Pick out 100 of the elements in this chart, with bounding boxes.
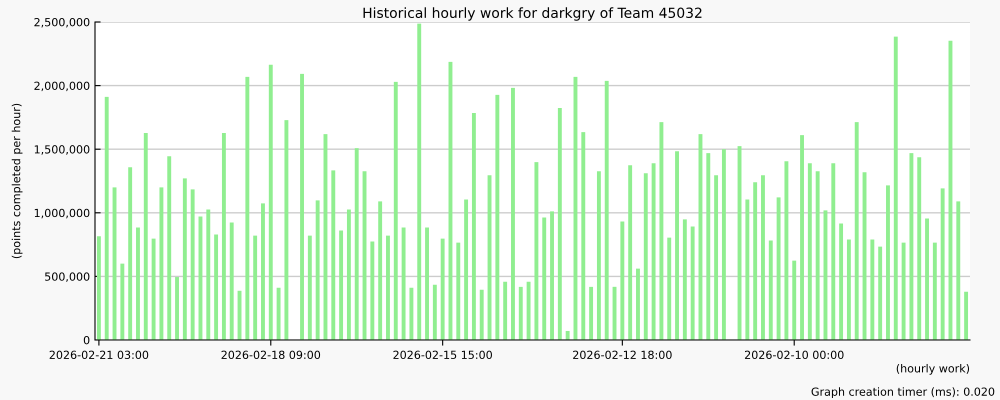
bar <box>550 211 554 340</box>
bar <box>682 219 687 340</box>
bar <box>182 178 187 340</box>
bar <box>589 286 594 340</box>
x-tick-label: 2026-02-10 00:00 <box>744 350 844 360</box>
bar <box>190 189 195 340</box>
bar <box>370 242 374 340</box>
bar <box>339 230 344 340</box>
bar <box>472 112 476 340</box>
bar <box>612 286 616 340</box>
bar <box>136 228 140 340</box>
bar <box>409 288 414 340</box>
bar <box>464 199 468 340</box>
bar <box>776 197 781 340</box>
y-tick-label: 0 <box>84 336 90 344</box>
bar <box>722 149 726 340</box>
y-tick-label: 1,500,000 <box>34 145 90 155</box>
bar <box>346 209 351 340</box>
bar <box>378 201 382 340</box>
bar <box>846 240 851 340</box>
bar <box>488 175 492 340</box>
bar <box>902 242 906 340</box>
bar <box>816 171 820 340</box>
bar <box>96 236 101 340</box>
bar <box>878 246 882 340</box>
bar <box>886 185 890 340</box>
bar <box>534 162 538 340</box>
bar <box>596 171 601 340</box>
bar <box>652 163 656 340</box>
bar <box>245 76 250 340</box>
bar <box>495 94 500 340</box>
bar <box>948 40 952 340</box>
bar <box>503 282 508 340</box>
bar <box>574 76 578 340</box>
chart-title: Historical hourly work for darkgry of Team 45032 <box>364 7 702 21</box>
bar <box>839 223 844 340</box>
bar <box>940 188 945 340</box>
bar <box>120 264 124 340</box>
bar <box>300 74 304 340</box>
bar <box>925 218 929 340</box>
bar <box>698 134 702 340</box>
bar <box>808 163 812 340</box>
bar <box>761 175 765 340</box>
bar <box>386 236 390 340</box>
bar <box>238 290 242 340</box>
y-tick-label: 2,000,000 <box>34 82 90 92</box>
bar <box>448 62 452 340</box>
bar <box>417 24 422 340</box>
y-tick-label: 2,500,000 <box>34 18 90 28</box>
bar <box>558 108 562 340</box>
bar <box>198 216 202 340</box>
bar <box>425 228 429 340</box>
y-axis-title: (points completed per hour) <box>12 104 22 258</box>
text: Graph creation timer (ms): 0.020 <box>812 387 994 398</box>
bar <box>152 238 156 340</box>
x-tick-label: 2026-02-18 09:00 <box>222 350 320 360</box>
bar <box>870 240 874 340</box>
bar <box>636 268 640 340</box>
x-tick-label: 2026-02-12 18:00 <box>573 350 672 360</box>
bar <box>440 238 445 340</box>
bar <box>800 135 804 340</box>
bar <box>214 234 218 340</box>
x-tick-label: 2026-02-21 03:00 <box>50 350 148 360</box>
y-tick-label: 500,000 <box>45 272 90 282</box>
bar <box>659 122 664 340</box>
bar <box>745 199 750 340</box>
bar <box>222 133 226 340</box>
bar <box>316 200 320 340</box>
bar <box>675 151 679 340</box>
bar <box>824 210 828 340</box>
bar <box>128 167 132 340</box>
bar <box>738 146 742 340</box>
x-axis-title: (hourly work) <box>896 364 970 375</box>
bar <box>628 165 632 340</box>
bar <box>362 171 366 340</box>
bar <box>253 236 258 340</box>
bar <box>932 242 937 340</box>
bar <box>324 134 328 340</box>
y-tick-label: 1,000,000 <box>34 208 90 218</box>
bar <box>511 88 515 340</box>
bar <box>620 221 624 340</box>
bar <box>566 330 570 340</box>
bar <box>112 187 116 340</box>
bar <box>402 228 406 340</box>
bar <box>308 236 312 340</box>
bar <box>159 187 164 340</box>
bar <box>284 120 288 340</box>
bar <box>261 203 265 340</box>
bar <box>862 172 866 340</box>
bar <box>909 153 914 340</box>
bar <box>690 226 695 340</box>
bar <box>432 284 437 340</box>
bar <box>753 182 758 340</box>
x-tick-label: 2026-02-15 15:00 <box>393 350 492 360</box>
bar <box>784 161 788 340</box>
bar <box>276 288 281 340</box>
bar <box>714 175 718 340</box>
bar <box>175 277 179 340</box>
bar <box>526 282 531 340</box>
bar <box>268 64 273 340</box>
